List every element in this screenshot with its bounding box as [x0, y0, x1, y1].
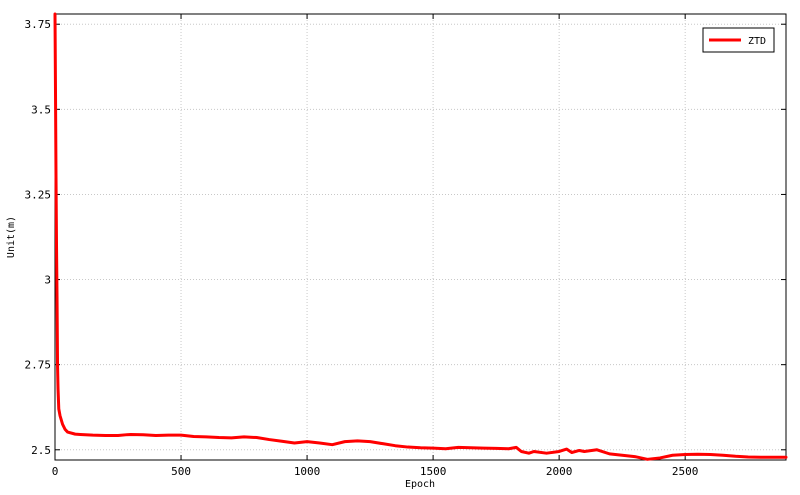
x-tick-label: 2000	[546, 465, 573, 478]
y-tick-label: 3.75	[25, 18, 52, 31]
y-tick-label: 2.5	[31, 444, 51, 457]
x-axis-label: Epoch	[405, 479, 435, 490]
legend: ZTD	[702, 27, 775, 53]
x-axis-ticks: 0 500 1000 1500 2000 2500	[52, 14, 699, 478]
grid	[55, 14, 786, 460]
legend-label-ztd: ZTD	[748, 36, 766, 47]
y-tick-label: 3.5	[31, 103, 51, 116]
x-tick-label: 500	[171, 465, 191, 478]
plot-area-frame	[54, 13, 787, 461]
x-tick-label: 0	[52, 465, 59, 478]
series-line-ztd	[53, 12, 788, 461]
y-axis-ticks: 2.5 2.75 3 3.25 3.5 3.75	[25, 18, 786, 457]
x-tick-label: 1500	[420, 465, 447, 478]
x-tick-label: 2500	[672, 465, 699, 478]
y-axis-label: Unit(m)	[6, 216, 17, 258]
y-tick-label: 2.75	[25, 359, 52, 372]
y-tick-label: 3.25	[25, 188, 52, 201]
series-layer	[53, 12, 788, 461]
y-tick-label: 3	[44, 274, 51, 287]
x-tick-label: 1000	[294, 465, 321, 478]
